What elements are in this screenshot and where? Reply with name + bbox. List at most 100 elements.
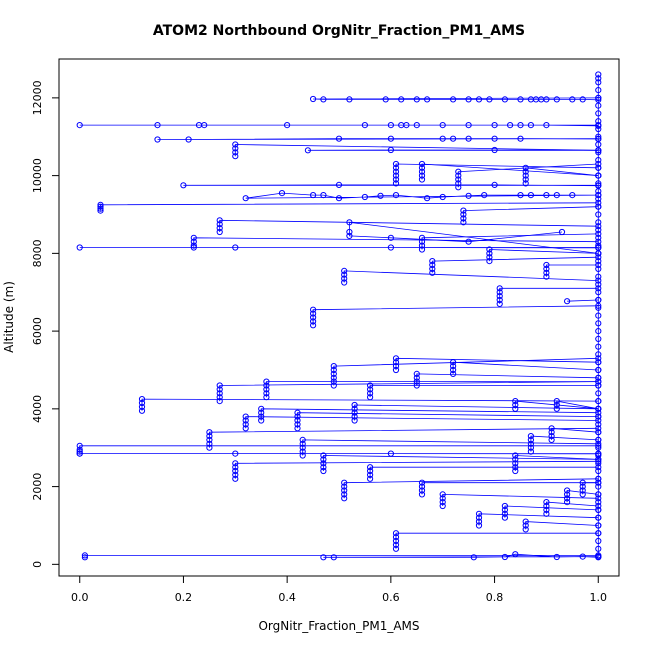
data-point [512,460,519,467]
data-point [190,238,197,245]
data-point [294,409,301,416]
data-point [527,433,535,440]
data-point [595,491,602,498]
data-point [595,425,602,432]
data-point [310,95,317,103]
data-point [351,409,358,416]
y-axis-label: Altitude (m) [2,281,16,353]
series-line [416,373,599,386]
data-point [392,363,400,370]
data-point [595,359,602,366]
data-point [595,250,602,257]
data-point [263,390,270,397]
data-point [595,141,602,148]
data-point [310,310,317,317]
chart-title: ATOM2 Northbound OrgNitr_Fraction_PM1_AM… [153,23,525,39]
data-point [284,122,291,129]
data-point [392,160,400,168]
data-point [299,444,306,451]
data-point [455,180,462,187]
data-point [465,96,472,103]
data-point [595,238,602,245]
data-point [595,335,602,342]
data-point [418,483,426,490]
data-point [595,545,602,552]
data-point [263,378,270,385]
data-point [304,147,311,154]
data-point [595,94,602,102]
data-point [595,223,602,230]
data-point [232,471,239,478]
data-point [341,483,348,490]
data-point [138,399,146,407]
data-point [439,135,446,142]
data-point [232,460,239,467]
data-point [403,122,410,129]
series-line [354,404,599,421]
data-point [595,460,602,467]
data-point [367,464,374,471]
data-point [512,551,519,558]
data-point [320,467,327,475]
data-point [418,246,426,253]
data-point [263,382,270,389]
data-point [517,192,524,199]
data-point [553,405,560,412]
data-point [387,122,394,129]
data-point [595,366,602,374]
data-point [439,502,446,510]
data-point [527,444,535,451]
data-point [387,146,394,154]
data-point [206,436,213,443]
x-tick-label: 0.2 [175,591,193,604]
series-line [395,532,599,549]
x-tick-label: 0.6 [382,591,400,604]
data-point [595,110,602,117]
data-point [392,168,400,175]
data-point [496,289,503,296]
data-point [310,306,317,313]
data-point [439,491,446,498]
data-point [470,554,477,561]
data-point [190,244,197,251]
data-point [543,122,550,129]
data-point [418,238,426,245]
data-point [232,145,239,152]
data-point [335,135,343,142]
data-point [97,207,104,214]
data-point [429,258,436,265]
data-point [429,269,436,276]
data-point [579,491,586,498]
data-point [367,467,374,475]
data-point [418,487,426,494]
data-point [553,401,560,409]
series-line [219,219,599,232]
data-point [486,250,493,257]
data-point [138,403,146,410]
data-point [595,304,602,311]
data-point [450,370,457,377]
y-tick-label: 10000 [31,158,44,193]
data-point [522,176,529,183]
data-point [553,553,560,561]
data-point [564,298,571,305]
data-point [486,96,493,103]
data-point [299,436,306,443]
series-line [79,445,599,454]
data-point [330,370,337,377]
data-point [553,96,560,103]
data-point [595,398,602,405]
data-point [455,172,462,179]
y-tick-label: 12000 [31,80,44,115]
data-point [595,192,602,199]
data-point [569,96,576,103]
data-point [320,456,327,463]
data-point [81,552,89,559]
data-point [346,228,353,236]
data-point [548,433,555,440]
data-point [294,413,301,420]
data-point [392,355,400,362]
data-point [258,405,265,412]
data-point [258,417,265,424]
